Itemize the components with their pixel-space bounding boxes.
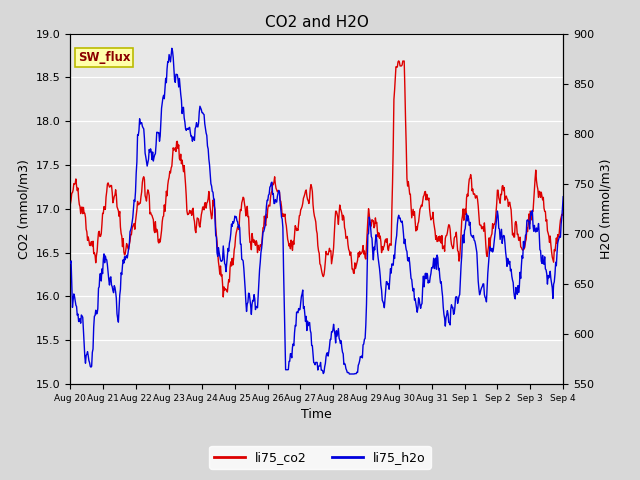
Text: SW_flux: SW_flux [78,51,131,64]
Y-axis label: H2O (mmol/m3): H2O (mmol/m3) [600,158,612,259]
Title: CO2 and H2O: CO2 and H2O [265,15,369,30]
Y-axis label: CO2 (mmol/m3): CO2 (mmol/m3) [17,159,30,259]
X-axis label: Time: Time [301,408,332,421]
Legend: li75_co2, li75_h2o: li75_co2, li75_h2o [209,446,431,469]
